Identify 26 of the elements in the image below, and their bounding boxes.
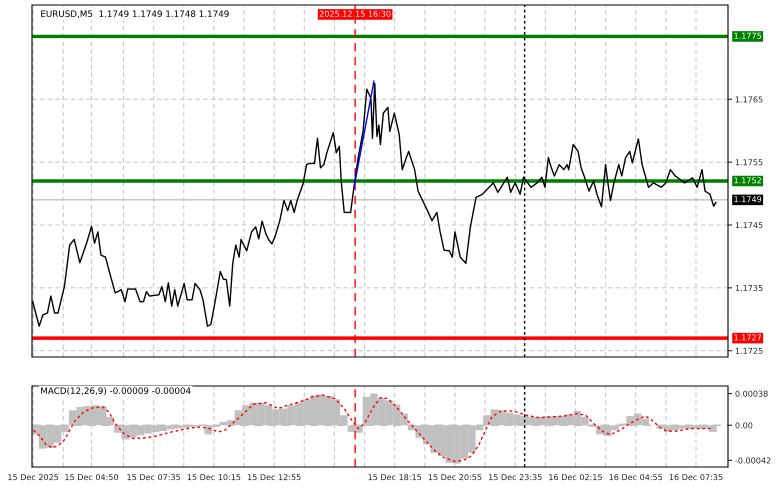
y-tick-label: 0.00038 <box>735 390 768 397</box>
x-tick-label: 15 Dec 20:55 <box>428 474 482 480</box>
y-tick-label: 0.00 <box>735 422 752 428</box>
ref-line-label: 1.1727 <box>734 334 762 340</box>
ref-line-label: 1.1752 <box>734 177 761 184</box>
x-tick-label: 16 Dec 07:35 <box>670 474 722 480</box>
x-tick-label: 15 Dec 07:35 <box>127 474 180 480</box>
x-tick-label: 15 Dec 12:55 <box>248 474 301 480</box>
x-tick-label: 15 Dec 10:15 <box>188 474 240 480</box>
y-tick-label: 1.1735 <box>736 284 762 292</box>
y-tick-label: 1.1725 <box>736 348 762 354</box>
chart-title: MACD(12,26,9) -0.00009 -0.00004 <box>41 387 191 396</box>
x-tick-label: 15 Dec 23:35 <box>489 474 542 480</box>
ref-line-label: 2025.12.15 16:30 <box>320 10 391 17</box>
x-tick-label: 16 Dec 04:55 <box>610 474 662 480</box>
y-tick-label: 1.1755 <box>736 159 762 166</box>
x-tick-label: 15 Dec 04:50 <box>65 474 118 480</box>
x-tick-label: 16 Dec 02:15 <box>549 474 602 480</box>
x-tick-label: 15 Dec 18:15 <box>368 474 422 480</box>
ref-line-label: 1.1749 <box>734 196 762 202</box>
y-tick-label: -0.00042 <box>735 457 770 464</box>
text: EURUSD,M5 1.1749 1.1749 1.1748 1.1749 <box>41 10 229 18</box>
ref-line-label: 1.1775 <box>734 32 762 39</box>
y-tick-label: 1.1765 <box>736 96 762 102</box>
x-tick-label: 15 Dec 2025 <box>8 474 58 480</box>
y-tick-label: 1.1745 <box>736 222 762 228</box>
